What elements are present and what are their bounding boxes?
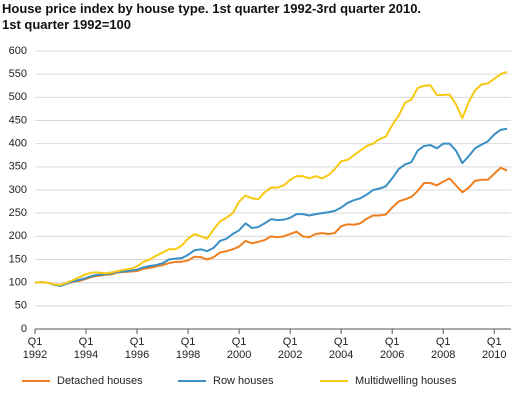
x-tick-label: Q1 2002: [277, 336, 303, 361]
chart-subtitle: 1st quarter 1992=100: [2, 17, 132, 32]
x-tick-label: Q1 1992: [22, 336, 48, 361]
y-tick-label: 200: [9, 230, 27, 242]
x-tick-label: Q1 2000: [226, 336, 252, 361]
y-tick-label: 50: [15, 300, 27, 312]
x-tick-label: Q1 1998: [175, 336, 201, 361]
legend-label: Multidwelling houses: [355, 375, 457, 387]
x-tick-label: Q1 1994: [73, 336, 99, 361]
y-tick-label: 450: [9, 114, 27, 126]
x-tick-label: Q1 2008: [430, 336, 456, 361]
y-tick-label: 0: [21, 323, 27, 335]
y-tick-label: 400: [9, 138, 27, 150]
x-tick-label: Q1 2004: [328, 336, 354, 361]
y-tick-label: 100: [9, 277, 27, 289]
y-tick-label: 300: [9, 184, 27, 196]
series-line: [34, 166, 508, 286]
y-tick-label: 500: [9, 91, 27, 103]
legend-label: Detached houses: [57, 375, 143, 387]
y-tick-label: 150: [9, 253, 27, 265]
series-line: [34, 127, 508, 287]
series-line: [34, 70, 508, 286]
y-tick-label: 350: [9, 161, 27, 173]
x-tick-label: Q1 2006: [379, 336, 405, 361]
legend-label: Row houses: [213, 375, 274, 387]
x-tick-label: Q1 2010: [481, 336, 507, 361]
y-tick-label: 600: [9, 45, 27, 57]
chart-title: House price index by house type. 1st qua…: [2, 1, 422, 16]
y-tick-label: 250: [9, 207, 27, 219]
y-tick-label: 550: [9, 68, 27, 80]
x-tick-label: Q1 1996: [124, 336, 150, 361]
